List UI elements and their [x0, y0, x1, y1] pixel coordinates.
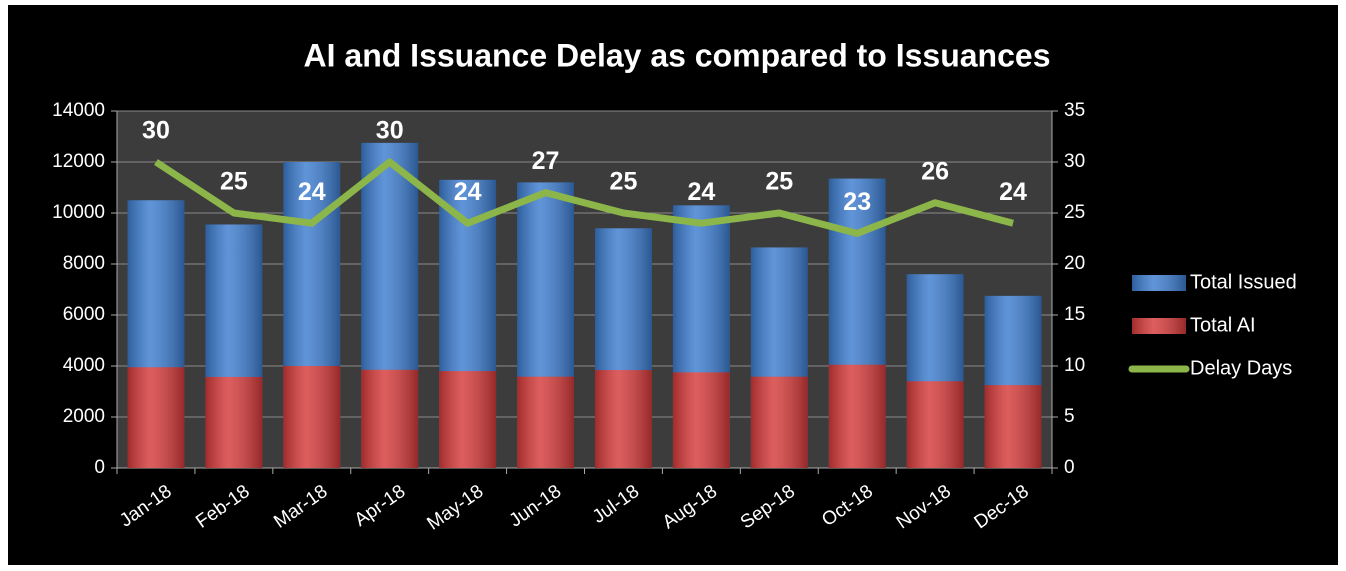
bar-shine: [517, 376, 574, 468]
bar-shine: [205, 376, 263, 468]
bar-shine: [750, 376, 808, 468]
y2-tick-label: 20: [1064, 253, 1085, 274]
data-label: 25: [220, 168, 248, 196]
data-label: 26: [921, 157, 949, 185]
bar-shine: [439, 371, 497, 468]
y-tick-label: 10000: [52, 202, 105, 223]
data-label: 24: [298, 178, 326, 206]
y-tick-label: 14000: [52, 100, 105, 121]
data-label: 24: [454, 178, 482, 206]
bar-shine: [984, 385, 1042, 468]
legend-swatch-shine: [1132, 275, 1186, 291]
data-label: 25: [610, 168, 638, 196]
legend-label: Total AI: [1190, 314, 1256, 336]
bar-shine: [361, 369, 419, 468]
y2-tick-label: 35: [1064, 100, 1085, 121]
data-label: 27: [532, 147, 560, 175]
bar-shine: [672, 372, 730, 468]
legend-label: Delay Days: [1190, 357, 1292, 379]
data-label: 24: [999, 178, 1027, 206]
y-tick-label: 4000: [63, 355, 105, 376]
bar-shine: [906, 381, 964, 468]
data-label: 23: [843, 188, 871, 216]
y-tick-label: 2000: [63, 406, 105, 427]
bar-shine: [595, 370, 652, 468]
data-label: 30: [142, 117, 170, 145]
y2-tick-label: 5: [1064, 406, 1075, 427]
data-label: 30: [376, 117, 404, 145]
legend-label: Total Issued: [1190, 271, 1297, 293]
y2-tick-label: 25: [1064, 202, 1085, 223]
y2-tick-label: 15: [1064, 304, 1085, 325]
bar-shine: [828, 364, 886, 468]
y2-tick-label: 10: [1064, 355, 1085, 376]
chart-title: AI and Issuance Delay as compared to Iss…: [304, 37, 1051, 73]
data-label: 24: [687, 178, 715, 206]
bar-shine: [127, 367, 185, 468]
y-tick-label: 8000: [63, 253, 105, 274]
y-tick-label: 12000: [52, 151, 105, 172]
y2-tick-label: 0: [1064, 457, 1075, 478]
y2-tick-label: 30: [1064, 151, 1085, 172]
legend-swatch-shine: [1132, 318, 1186, 334]
bar-shine: [283, 366, 341, 468]
data-label: 25: [765, 168, 793, 196]
y-tick-label: 6000: [63, 304, 105, 325]
y-tick-label: 0: [94, 457, 105, 478]
line: [154, 158, 1014, 237]
plot-area: [117, 111, 1052, 468]
